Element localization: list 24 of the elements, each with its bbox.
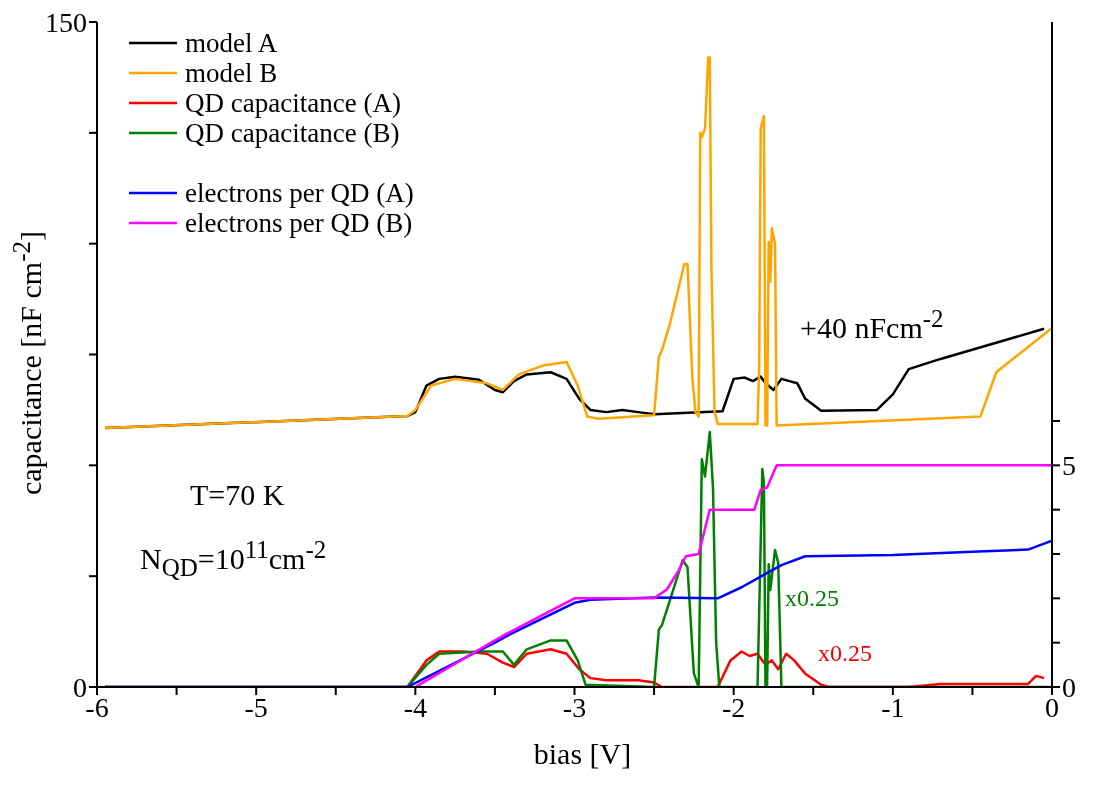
annotation: T=70 K <box>190 478 285 512</box>
x-tick-label: -1 <box>881 691 905 723</box>
x-axis-title: bias [V] <box>532 737 633 771</box>
annotation: +40 nFcm$^{-2}$ <box>800 305 944 345</box>
annotation: x0.25 <box>785 585 839 612</box>
legend-label: electrons per QD (A) <box>185 178 414 208</box>
x-tick-label: -4 <box>403 691 427 723</box>
y-tick-label: 150 <box>45 6 87 38</box>
x-tick-label: -6 <box>85 691 109 723</box>
legend-label: QD capacitance (A) <box>185 88 401 118</box>
x-tick-label: -5 <box>244 691 268 723</box>
legend-label: electrons per QD (B) <box>185 208 413 238</box>
x-tick-label: -2 <box>722 691 746 723</box>
legend-label: model B <box>185 58 278 88</box>
annotation: N$_{QD}$=10$^{11}$cm$^{-2}$ <box>140 536 327 582</box>
y2-tick-label: 5 <box>1062 450 1076 482</box>
line-series <box>414 464 1052 687</box>
annotation: x0.25 <box>818 640 872 667</box>
legend-label: QD capacitance (B) <box>185 118 400 148</box>
legend-label: model A <box>185 28 278 58</box>
x-tick-label: 0 <box>1045 691 1059 723</box>
x-tick-label: -3 <box>562 691 587 723</box>
y2-tick-label: 0 <box>1062 671 1076 703</box>
line-series <box>103 56 1052 430</box>
